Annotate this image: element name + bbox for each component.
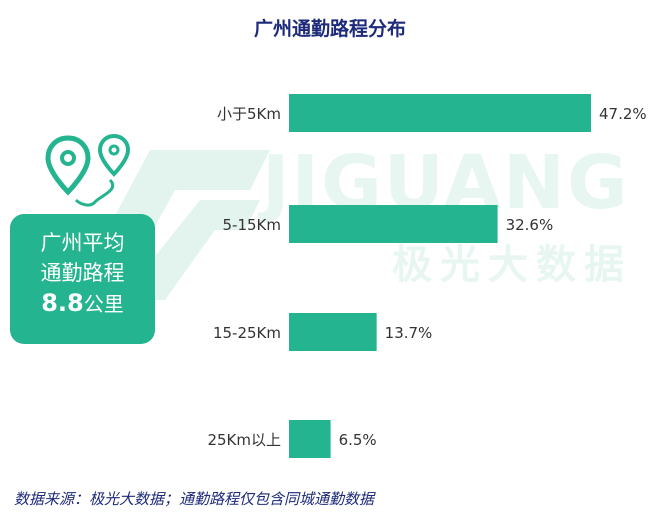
value-label-0: 47.2% bbox=[599, 105, 647, 123]
category-label-3: 25Km以上 bbox=[207, 431, 281, 449]
source-footnote: 数据来源：极光大数据；通勤路程仅包含同城通勤数据 bbox=[14, 490, 375, 508]
bar-0 bbox=[289, 94, 591, 132]
value-label-3: 6.5% bbox=[339, 431, 377, 449]
stat-value-line: 8.8公里 bbox=[10, 288, 155, 319]
average-commute-box: 广州平均 通勤路程 8.8公里 bbox=[10, 214, 155, 344]
category-label-0: 小于5Km bbox=[217, 105, 281, 123]
stat-unit: 公里 bbox=[83, 292, 124, 316]
stat-line-2: 通勤路程 bbox=[40, 261, 125, 285]
bar-1 bbox=[289, 205, 498, 243]
category-label-1: 5-15Km bbox=[223, 216, 282, 234]
location-pins-icon bbox=[45, 133, 131, 207]
bar-3 bbox=[289, 420, 331, 458]
bar-2 bbox=[289, 313, 377, 351]
value-label-2: 13.7% bbox=[385, 324, 433, 342]
stat-line-1: 广州平均 bbox=[40, 231, 125, 255]
stat-value: 8.8 bbox=[41, 289, 84, 317]
value-label-1: 32.6% bbox=[506, 216, 554, 234]
watermark-subtitle: 极光大数据 bbox=[392, 242, 632, 288]
category-label-2: 15-25Km bbox=[213, 324, 281, 342]
chart-title: 广州通勤路程分布 bbox=[253, 18, 406, 40]
